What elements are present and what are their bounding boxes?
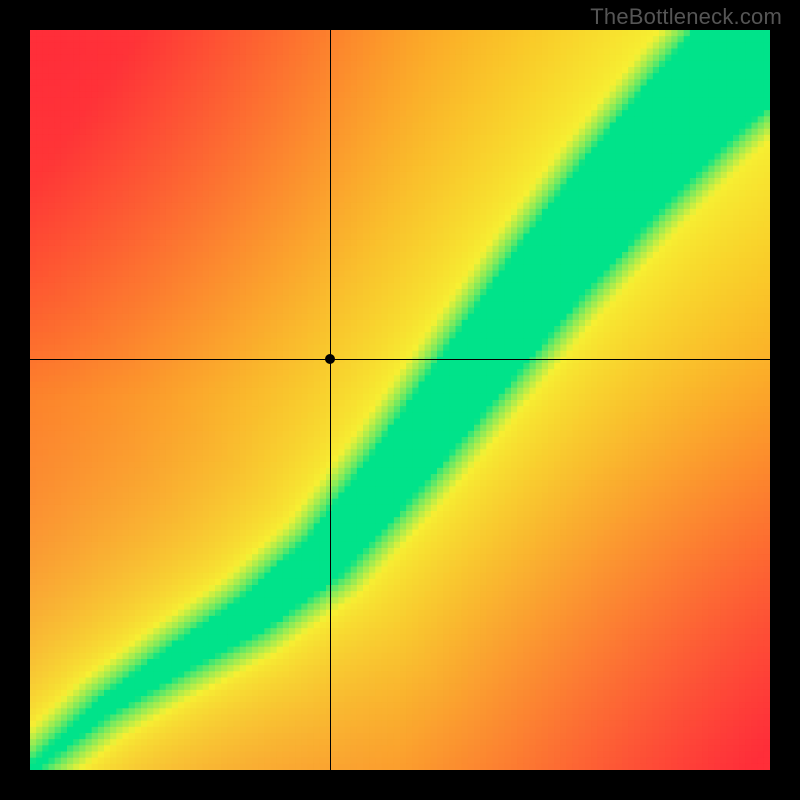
marker-dot — [325, 354, 335, 364]
watermark-text: TheBottleneck.com — [590, 4, 782, 30]
crosshair-vertical — [330, 30, 331, 770]
chart-container: TheBottleneck.com — [0, 0, 800, 800]
heatmap-plot — [30, 30, 770, 770]
crosshair-horizontal — [30, 359, 770, 360]
heatmap-canvas — [30, 30, 770, 770]
